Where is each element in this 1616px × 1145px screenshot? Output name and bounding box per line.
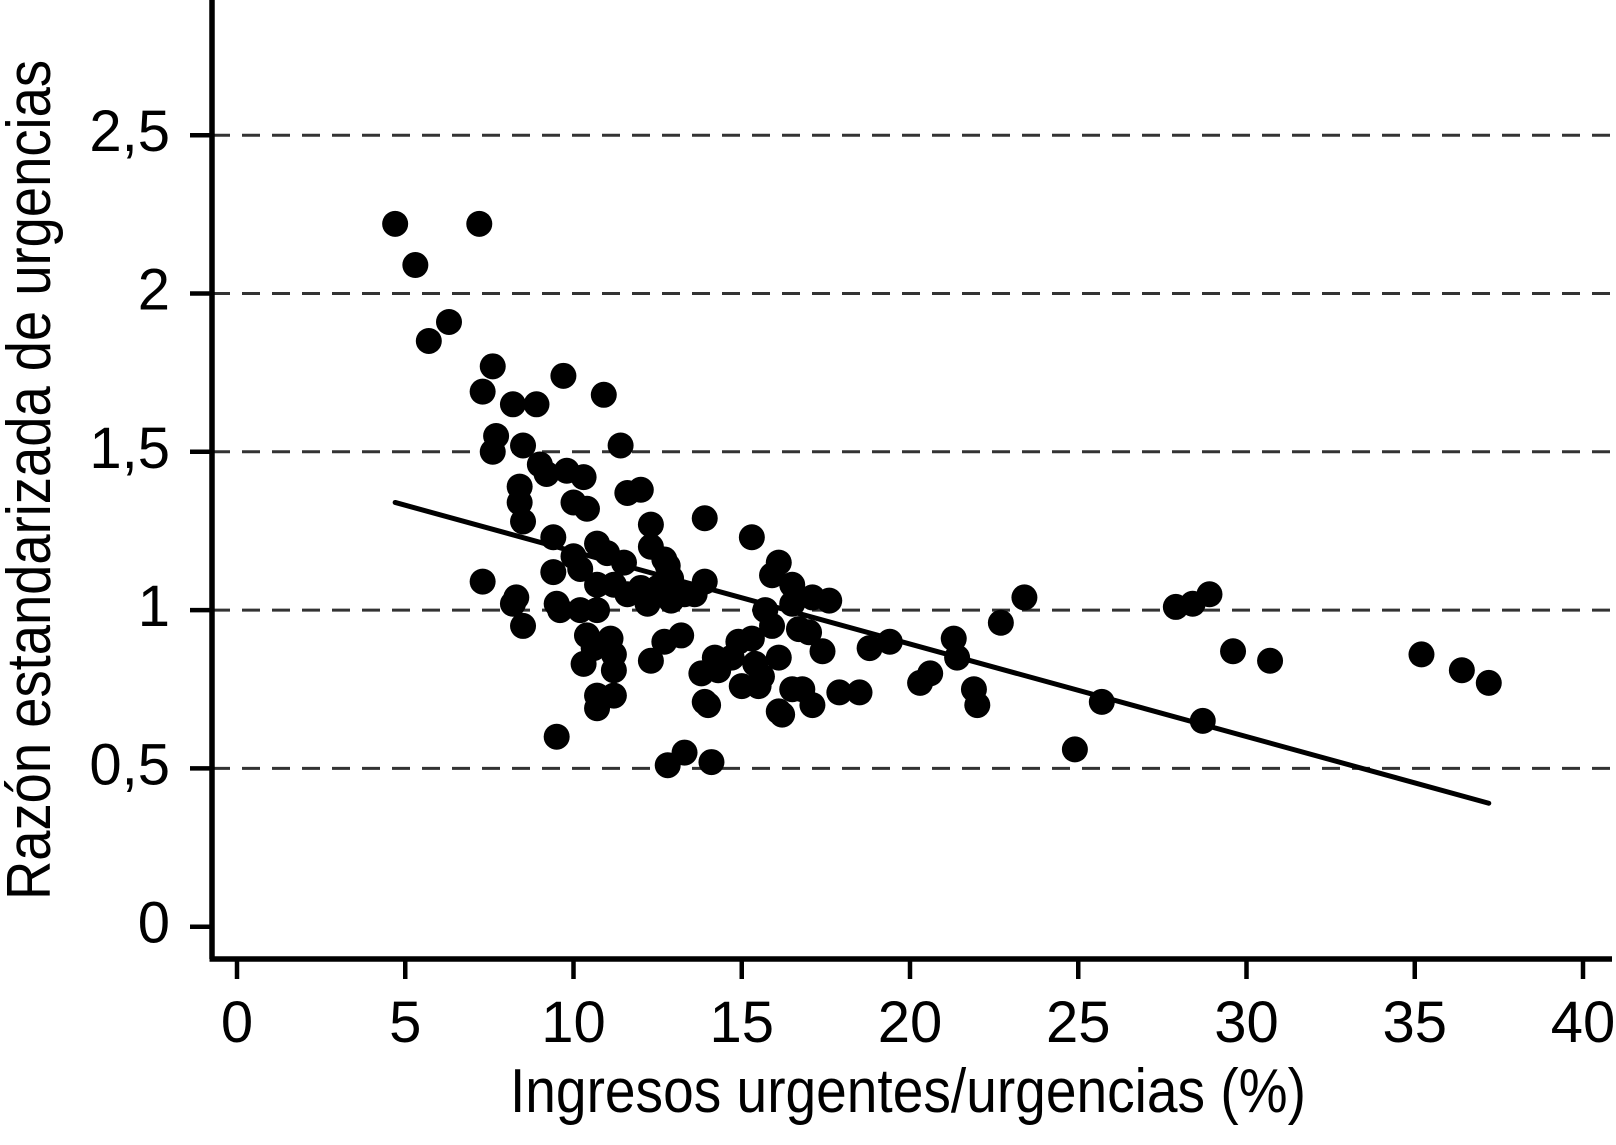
data-point <box>637 647 664 674</box>
data-point <box>469 568 496 595</box>
data-point <box>695 692 722 719</box>
data-point <box>479 438 506 465</box>
x-tick-label: 35 <box>1382 990 1447 1055</box>
data-point <box>759 612 786 639</box>
x-tick-label: 30 <box>1214 990 1279 1055</box>
data-point <box>573 495 600 522</box>
x-tick-label: 20 <box>878 990 943 1055</box>
tick-labels-layer: 0 5 10 15 20 25 30 35 40 0 0,5 1 1,5 2 2,5 <box>89 99 1615 1055</box>
data-point <box>876 628 903 655</box>
data-point <box>584 695 611 722</box>
data-point <box>769 701 796 728</box>
data-point <box>540 559 567 586</box>
data-point <box>987 609 1014 636</box>
data-point <box>580 635 607 662</box>
data-point <box>698 749 725 776</box>
data-point <box>627 476 654 503</box>
axes-layer <box>190 0 1612 979</box>
data-point <box>543 723 570 750</box>
data-point <box>415 327 442 354</box>
data-point <box>382 210 409 237</box>
data-point <box>1408 641 1435 668</box>
data-point <box>479 353 506 380</box>
data-point <box>789 676 816 703</box>
data-point <box>600 641 627 668</box>
data-point <box>570 464 597 491</box>
data-point <box>510 432 537 459</box>
data-point <box>738 625 765 652</box>
data-point <box>1088 688 1115 715</box>
data-point <box>1061 736 1088 763</box>
data-point <box>584 597 611 624</box>
y-tick-label: 2 <box>138 258 170 323</box>
data-point <box>1196 581 1223 608</box>
data-point <box>1257 647 1284 674</box>
data-point <box>634 590 661 617</box>
data-point <box>637 511 664 538</box>
data-point <box>671 739 698 766</box>
data-point <box>1011 584 1038 611</box>
data-point <box>402 252 429 279</box>
x-tick-label: 5 <box>389 990 421 1055</box>
x-tick-label: 40 <box>1551 990 1616 1055</box>
data-point <box>846 679 873 706</box>
data-point <box>907 669 934 696</box>
data-point <box>745 673 772 700</box>
data-point <box>691 505 718 532</box>
y-tick-label: 0 <box>138 891 170 956</box>
y-tick-label: 2,5 <box>89 99 170 164</box>
data-point <box>826 679 853 706</box>
x-tick-label: 25 <box>1046 990 1111 1055</box>
data-point <box>610 549 637 576</box>
gridlines-layer <box>212 133 1616 770</box>
data-layer <box>382 210 1502 806</box>
data-point <box>856 635 883 662</box>
data-point <box>499 391 526 418</box>
data-point <box>779 590 806 617</box>
data-point <box>1448 657 1475 684</box>
data-point <box>765 644 792 671</box>
data-point <box>738 524 765 551</box>
data-point <box>466 210 493 237</box>
data-point <box>759 562 786 589</box>
data-point <box>607 432 634 459</box>
data-point <box>533 460 560 487</box>
data-point <box>944 644 971 671</box>
y-tick-label: 1,5 <box>89 416 170 481</box>
data-point <box>567 555 594 582</box>
y-tick-label: 0,5 <box>89 732 170 797</box>
data-point <box>499 590 526 617</box>
data-point <box>540 524 567 551</box>
x-axis-title: Ingresos urgentes/urgencias (%) <box>510 1057 1306 1126</box>
y-tick-label: 1 <box>138 574 170 639</box>
data-point <box>705 657 732 684</box>
data-point <box>668 622 695 649</box>
data-point <box>547 597 574 624</box>
data-point <box>779 571 806 598</box>
data-point <box>523 391 550 418</box>
data-point <box>964 692 991 719</box>
data-point <box>671 581 698 608</box>
data-point <box>816 587 843 614</box>
x-tick-label: 10 <box>541 990 606 1055</box>
data-point <box>469 378 496 405</box>
x-tick-label: 0 <box>221 990 253 1055</box>
data-point <box>1220 638 1247 665</box>
data-point <box>510 508 537 535</box>
data-point <box>550 362 577 389</box>
data-point <box>796 619 823 646</box>
data-point <box>510 612 537 639</box>
data-point <box>435 308 462 335</box>
data-point <box>1475 669 1502 696</box>
data-point <box>590 381 617 408</box>
data-point <box>1189 707 1216 734</box>
data-point <box>809 638 836 665</box>
y-axis-title: Razón estandarizada de urgencias <box>0 60 64 900</box>
x-tick-label: 15 <box>709 990 774 1055</box>
